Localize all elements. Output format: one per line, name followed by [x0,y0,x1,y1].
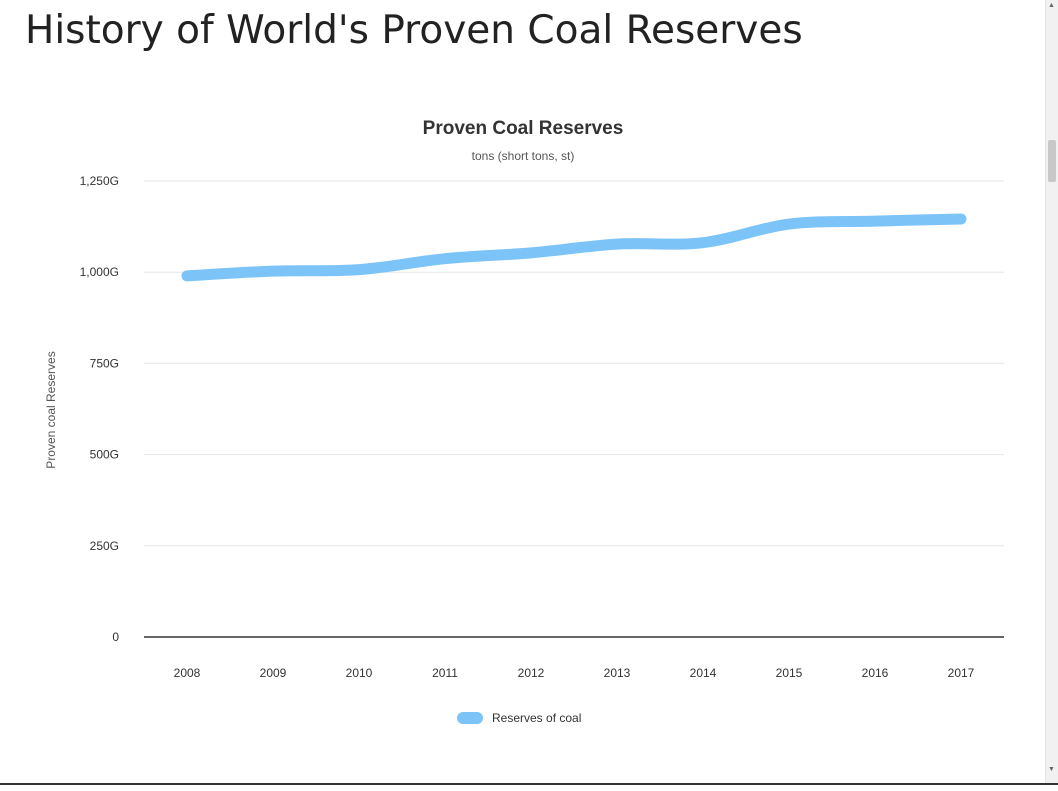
chart: Proven Coal Reserves tons (short tons, s… [44,118,1004,725]
legend-label[interactable]: Reserves of coal [492,711,581,725]
window-bottom-border [0,783,1058,785]
x-tick-label: 2017 [948,666,975,680]
page-title: History of World's Proven Coal Reserves [25,8,803,53]
x-tick-label: 2009 [260,666,287,680]
legend-swatch[interactable] [457,712,483,724]
data-point[interactable] [788,223,790,225]
x-tick-label: 2011 [432,666,458,680]
y-tick-label: 750G [90,356,119,370]
x-tick-label: 2008 [174,666,201,680]
data-point[interactable] [444,258,446,260]
x-tick-label: 2012 [518,666,545,680]
x-tick-label: 2013 [604,666,631,680]
data-point[interactable] [874,220,876,222]
grid-lines [144,180,1004,547]
x-axis-ticks: 2008 2009 2010 2011 2012 2013 2014 2015 2016 2017 [174,666,975,680]
scroll-up-icon[interactable]: ▲ [1048,2,1055,9]
y-axis-ticks: 0 250G 500G 750G 1,000G 1,250G [80,174,120,644]
scrollbar-thumb[interactable] [1048,140,1056,182]
x-tick-label: 2010 [346,666,373,680]
y-axis-title: Proven coal Reserves [44,351,58,468]
data-point[interactable] [702,242,704,244]
y-tick-label: 250G [90,539,119,553]
data-point[interactable] [960,218,962,220]
data-point[interactable] [530,252,532,254]
legend[interactable]: Reserves of coal [457,711,581,725]
y-tick-label: 1,250G [80,174,119,188]
data-point[interactable] [186,275,188,277]
x-tick-label: 2014 [690,666,717,680]
y-tick-label: 1,000G [80,265,119,279]
chart-subtitle: tons (short tons, st) [472,149,575,163]
y-tick-label: 500G [90,448,119,462]
data-point[interactable] [272,270,274,272]
x-tick-label: 2016 [862,666,889,680]
data-point[interactable] [616,243,618,245]
series-line-reserves-of-coal[interactable] [181,213,967,282]
chart-title: Proven Coal Reserves [423,118,624,139]
series-layer [181,213,967,282]
vertical-scrollbar[interactable]: ▲ ▼ [1045,0,1058,783]
data-point[interactable] [358,269,360,271]
y-tick-label: 0 [112,630,119,644]
scroll-down-icon[interactable]: ▼ [1048,766,1055,773]
x-tick-label: 2015 [776,666,803,680]
